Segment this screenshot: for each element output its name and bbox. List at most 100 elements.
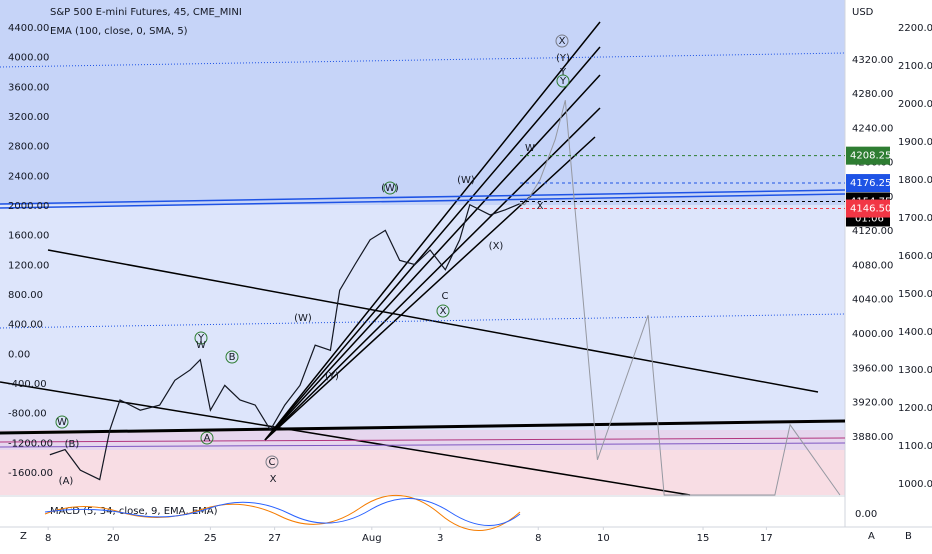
y-tick-label: 1200.00 (8, 260, 49, 271)
wave-label: Y (197, 333, 205, 344)
x-tick-label: 10 (597, 533, 610, 544)
wave-label: C (442, 291, 449, 302)
level-line (0, 189, 846, 205)
wave-label: C (269, 457, 276, 468)
zone-upper (0, 0, 845, 205)
wave-circle (556, 74, 570, 88)
x-tick-label: 27 (268, 533, 281, 544)
wave-label: X (559, 36, 566, 47)
y-tick-label: 1500.00 (898, 289, 932, 300)
y-tick-label: 3600.00 (8, 82, 49, 93)
wave-label: (Y) (556, 53, 570, 64)
y-tick-label: 1900.00 (898, 137, 932, 148)
price-line (49, 203, 520, 481)
x-tick-label: 3 (437, 533, 443, 544)
y-tick-label: 4000.00 (852, 329, 893, 340)
countdown: 01:06 (855, 213, 884, 224)
price-tag: 4146.50 (846, 199, 891, 218)
y-tick-label: 1300.00 (898, 365, 932, 376)
x-tick-label: 8 (535, 533, 541, 544)
x-tick-label: 8 (45, 533, 51, 544)
price-tag: 4176.25 (846, 174, 891, 193)
y-tick-label: 2100.00 (898, 61, 932, 72)
y-tick-label: 0.00 (8, 349, 30, 360)
wave-label: (W) (457, 175, 475, 186)
wave-label: (W) (381, 183, 399, 194)
y-tick-label: -800.00 (8, 409, 47, 420)
y-tick-label: 4400.00 (8, 23, 49, 34)
zone-middle (0, 205, 845, 430)
wave-label: X (270, 474, 277, 485)
wave-label: (B) (65, 439, 80, 450)
y-tick-label: 2800.00 (8, 142, 49, 153)
x-tick-label: 25 (204, 533, 217, 544)
x-tick-label: Aug (362, 533, 382, 544)
zone-lower (0, 450, 845, 495)
wave-label: (W) (294, 313, 312, 324)
price-line (519, 100, 841, 496)
macd-label: MACD (5, 34, close, 9, EMA, EMA) (50, 506, 218, 517)
tag-label: 4208.25 (850, 151, 891, 162)
y-tick-label: 4280.00 (852, 89, 893, 100)
y-tick-label: 2000.00 (898, 99, 932, 110)
y-tick-label: 4080.00 (852, 260, 893, 271)
y-tick-label: 3920.00 (852, 398, 893, 409)
x-tick-label: 15 (697, 533, 710, 544)
y-tick-label: 3200.00 (8, 112, 49, 123)
wave-label: Y (559, 76, 567, 87)
wave-label: Y (559, 67, 567, 78)
level-line (0, 193, 846, 209)
y-tick-label: 1100.00 (898, 441, 932, 452)
y-tick-label: -1200.00 (8, 438, 53, 449)
wave-label: W (196, 340, 206, 351)
y-tick-label: 1000.00 (898, 479, 932, 490)
plot (49, 100, 845, 496)
wave-label: W (525, 143, 535, 154)
wave-label: B (229, 352, 236, 363)
wave-circle (55, 415, 69, 429)
tag-box (846, 146, 890, 165)
wave-circle (436, 304, 450, 318)
y-tick-label: 1200.00 (898, 403, 932, 414)
tag-label: 4176.25 (850, 178, 891, 189)
y-tick-label: -400.00 (8, 379, 47, 390)
y-tick-label: 1800.00 (898, 175, 932, 186)
y-tick-label: 3960.00 (852, 363, 893, 374)
y-tick-label: 1700.00 (898, 213, 932, 224)
y-tick-label: 2400.00 (8, 171, 49, 182)
wave-circle (225, 350, 239, 364)
indicator-label: EMA (100, close, 0, SMA, 5) (50, 26, 188, 37)
wave-label: X (440, 306, 447, 317)
y-tick-label: 1600.00 (898, 251, 932, 262)
support-line (0, 419, 846, 435)
y-tick-label: 4040.00 (852, 295, 893, 306)
level-line (0, 437, 846, 443)
y-tick-label: 4240.00 (852, 123, 893, 134)
y-tick-label: 2200.00 (898, 23, 932, 34)
x-tick-label: 20 (107, 533, 120, 544)
y-tick-label: 4120.00 (852, 226, 893, 237)
wave-label: (Y) (325, 371, 339, 382)
price-tag: 4208.25 (846, 146, 891, 165)
wave-label: (A) (59, 476, 74, 487)
tag-label: 4146.50 (850, 204, 891, 215)
toolbar-button[interactable]: B (905, 531, 912, 542)
chart-title: S&P 500 E-mini Futures, 45, CME_MINI (50, 7, 242, 18)
y-tick-label: 4320.00 (852, 55, 893, 66)
wave-label: X (537, 201, 544, 212)
toolbar-button[interactable]: Z (20, 531, 27, 542)
wave-circle (383, 181, 397, 195)
channel-lines (0, 21, 819, 496)
wave-circle (555, 34, 569, 48)
y-tick-label: 1600.00 (8, 231, 49, 242)
x-tick-label: 17 (760, 533, 773, 544)
macd-tick-label: 0.00 (855, 509, 877, 520)
y-tick-label: -1600.00 (8, 468, 53, 479)
level-line (0, 442, 846, 448)
toolbar-button[interactable]: A (868, 531, 875, 542)
wave-label: W (57, 417, 67, 428)
wave-circle (200, 431, 214, 445)
wave-label: A (204, 433, 211, 444)
tag-box (846, 199, 890, 218)
